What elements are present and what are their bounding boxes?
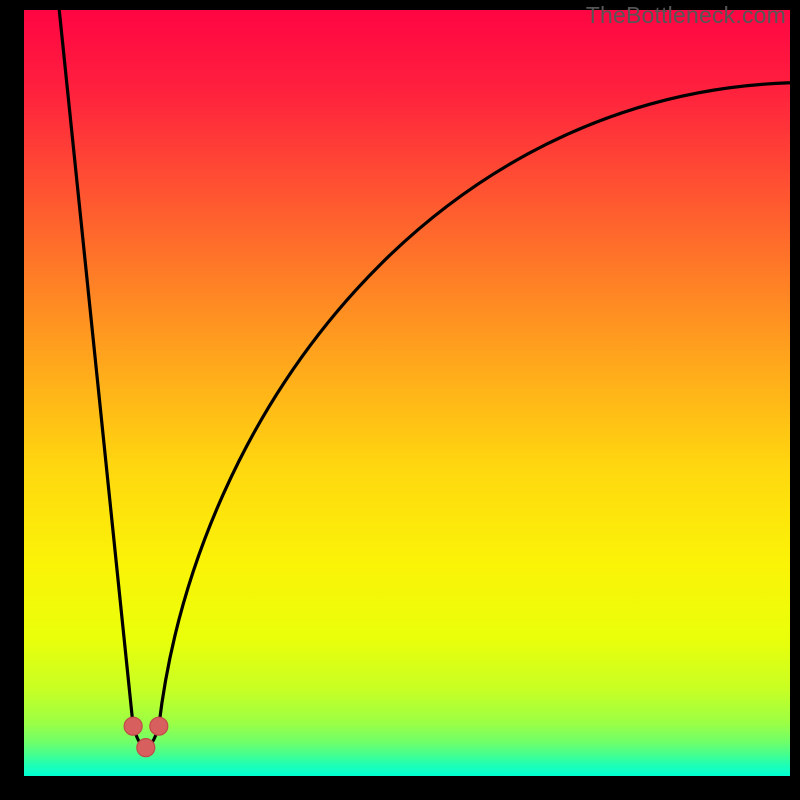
curve-layer (24, 10, 790, 776)
chart-root: { "canvas": { "width": 800, "height": 80… (0, 0, 800, 800)
bottleneck-curve (59, 10, 790, 748)
dip-marker-0 (124, 717, 142, 735)
dip-markers (124, 717, 168, 756)
watermark-text: TheBottleneck.com (586, 2, 786, 29)
dip-marker-1 (137, 739, 155, 757)
plot-area (24, 10, 790, 776)
dip-marker-2 (150, 717, 168, 735)
